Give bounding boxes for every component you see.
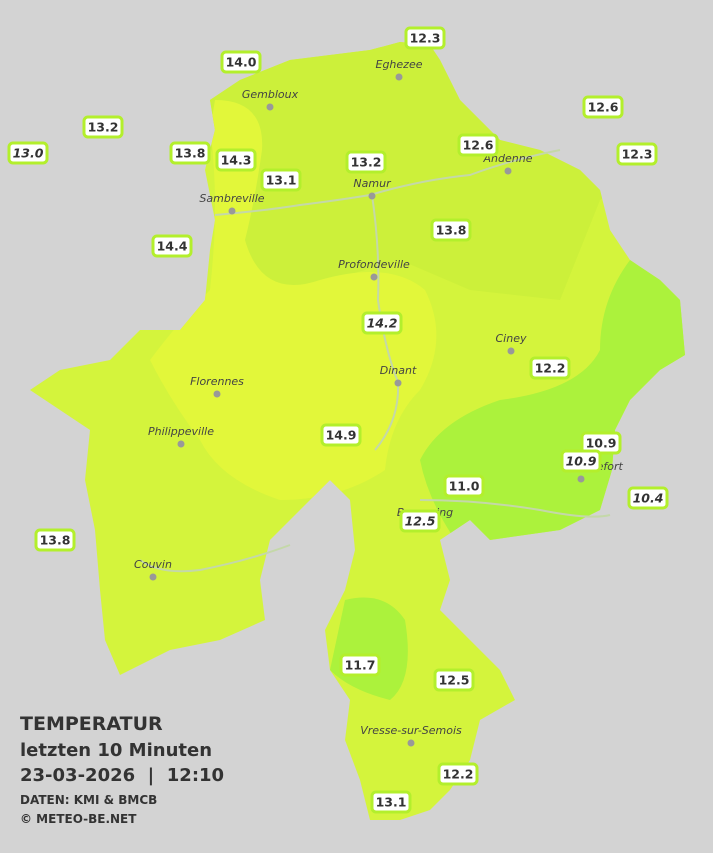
station-box [443, 474, 485, 498]
stations: 12.3 14.0 12.6 13.2 13.0 13.8 14.3 12.6 12.3 13.2… [7, 26, 669, 814]
place-name: Namur [353, 177, 392, 190]
station-value: 11.7 [345, 658, 376, 673]
station-value: 13.2 [351, 155, 382, 170]
station-value: 12.3 [410, 31, 441, 46]
place-dot [228, 207, 236, 215]
place-name: Vresse-sur-Semois [360, 724, 462, 737]
station-value: 12.6 [588, 100, 619, 115]
place-dot [577, 475, 585, 483]
station-value: 12.6 [463, 138, 494, 153]
place-dot [395, 73, 403, 81]
legend-copyright: © METEO-BE.NET [20, 812, 137, 826]
place-name: Eghezee [376, 58, 423, 71]
station-value: 13.1 [266, 173, 297, 188]
legend-timestamp: 23-03-2026 | 12:10 [20, 765, 224, 786]
place-name: Philippeville [148, 425, 214, 438]
station-box [169, 141, 211, 165]
place-dot [149, 573, 157, 581]
station-value: 14.9 [326, 428, 357, 443]
place-name: Florennes [190, 375, 244, 388]
station-value: 14.0 [226, 55, 257, 70]
place-name: Sambreville [199, 192, 264, 205]
place-name: Gembloux [242, 88, 299, 101]
station-box [339, 653, 381, 677]
station-box [34, 528, 76, 552]
station-value: 12.3 [622, 147, 653, 162]
legend-source: DATEN: KMI & BMCB [20, 793, 157, 807]
station-box [345, 150, 387, 174]
station-value: 13.8 [436, 223, 467, 238]
station-value: 12.2 [443, 767, 474, 782]
station-value: 13.1 [376, 795, 407, 810]
station-box [151, 234, 193, 258]
legend-period: letzten 10 Minuten [20, 740, 212, 761]
station-box [82, 115, 124, 139]
place-name: Dinant [380, 364, 417, 377]
place-name: Profondeville [338, 258, 410, 271]
place-dot [177, 440, 185, 448]
place-dot [266, 103, 274, 111]
station-box [370, 790, 412, 814]
place-dot [407, 739, 415, 747]
station-value: 14.3 [221, 153, 252, 168]
station-box [627, 486, 669, 510]
station-box [399, 509, 441, 533]
place-name: Ciney [496, 332, 527, 345]
place-dot [213, 390, 221, 398]
station-box [361, 311, 403, 335]
station-value: 12.5 [405, 514, 436, 529]
station-value: 14.4 [157, 239, 188, 254]
station-box [320, 423, 362, 447]
station-value: 12.2 [535, 361, 566, 376]
station-box [560, 449, 602, 473]
station-box [430, 218, 472, 242]
station-box [616, 142, 658, 166]
station-box [437, 762, 479, 786]
legend-title: TEMPERATUR [20, 713, 163, 735]
place-dot [507, 347, 515, 355]
zone-warm [150, 100, 437, 500]
station-box [404, 26, 446, 50]
station-box [215, 148, 257, 172]
station-value: 13.8 [40, 533, 71, 548]
place-dot [370, 273, 378, 281]
station-box [457, 133, 499, 157]
place-dot [394, 379, 402, 387]
station-value: 10.9 [566, 454, 597, 469]
station-box [220, 50, 262, 74]
station-value: 10.4 [633, 491, 664, 506]
station-box [7, 141, 49, 165]
station-value: 10.9 [586, 436, 617, 451]
place-dot [504, 167, 512, 175]
station-box [529, 356, 571, 380]
station-value: 13.8 [175, 146, 206, 161]
station-box [582, 95, 624, 119]
station-value: 12.5 [439, 673, 470, 688]
place-name: Couvin [134, 558, 172, 571]
station-value: 11.0 [449, 479, 480, 494]
place-dot [368, 192, 376, 200]
station-value: 14.2 [367, 316, 398, 331]
station-value: 13.0 [13, 146, 44, 161]
station-value: 13.2 [88, 120, 119, 135]
station-box [433, 668, 475, 692]
station-box [260, 168, 302, 192]
